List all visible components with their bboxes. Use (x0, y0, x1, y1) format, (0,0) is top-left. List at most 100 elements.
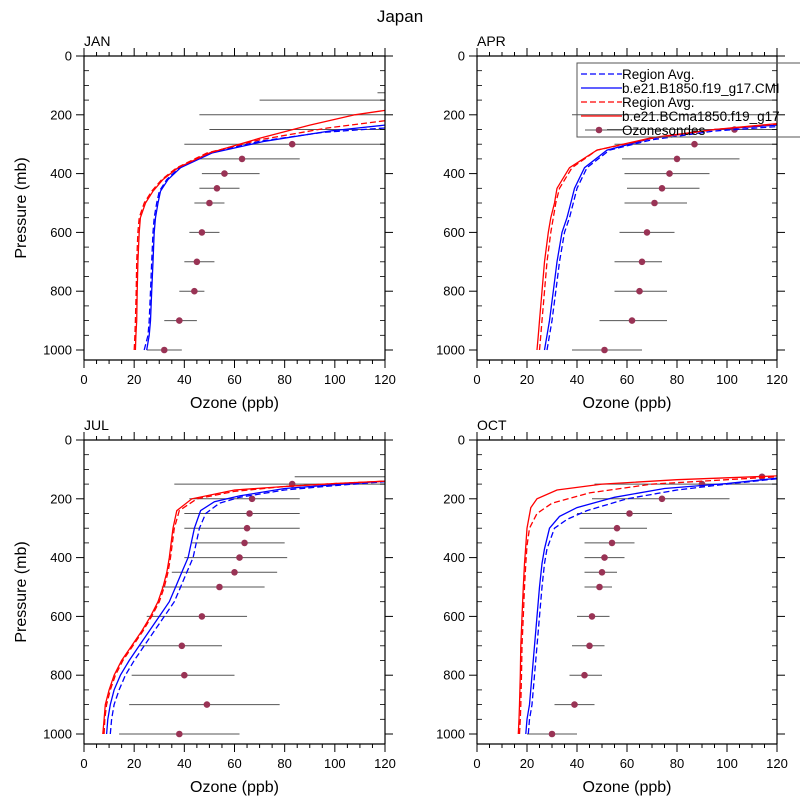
sonde-marker (206, 199, 213, 207)
sonde-marker (176, 730, 183, 738)
sonde-marker (658, 495, 666, 503)
x-tick-label: 40 (177, 756, 191, 771)
sonde-marker (248, 495, 256, 503)
panel-title: OCT (477, 417, 507, 433)
series-line-dashed (546, 125, 777, 351)
x-tick-label: 120 (766, 756, 788, 771)
legend-box (576, 62, 800, 138)
y-tick-label: 1000 (436, 343, 465, 358)
series-line-dashed (527, 478, 777, 735)
x-tick-label: 0 (80, 756, 87, 771)
sonde-marker (651, 199, 658, 207)
x-axis-label: Ozone (ppb) (190, 395, 279, 412)
legend-marker (595, 126, 603, 134)
y-tick-label: 800 (50, 284, 72, 299)
y-tick-label: 400 (50, 550, 72, 565)
sonde-marker (658, 185, 666, 192)
x-axis-label: Ozone (ppb) (190, 779, 279, 796)
legend-label: Region Avg. (622, 67, 695, 82)
sonde-marker (588, 613, 596, 620)
series-line (134, 109, 385, 351)
sonde-marker (191, 287, 198, 295)
sonde-marker (231, 569, 238, 576)
series-group (536, 122, 777, 351)
x-tick-label: 100 (324, 372, 346, 387)
sonde-marker (178, 642, 186, 650)
sonde-marker (198, 613, 206, 620)
panel-title: JUL (84, 417, 109, 433)
sonde-marker (198, 229, 206, 236)
x-tick-label: 120 (766, 372, 788, 387)
sonde-marker (203, 701, 211, 708)
panel-jul: 0 20 40 60 80 100 120 0 200 400 600 800 1000 JUL Ozone… (13, 417, 396, 796)
legend: Region Avg.b.e21.B1850.f19_g17.CMIRegion… (576, 62, 800, 138)
x-tick-label: 20 (127, 756, 141, 771)
y-tick-label: 0 (458, 433, 465, 448)
y-tick-label: 0 (65, 49, 72, 64)
y-tick-label: 600 (50, 225, 72, 240)
y-tick-label: 600 (443, 609, 465, 624)
series-line (517, 475, 777, 735)
y-tick-label: 800 (50, 668, 72, 683)
sonde-marker (638, 258, 646, 266)
y-tick-label: 400 (443, 550, 465, 565)
x-axis-label: Ozone (ppb) (583, 779, 672, 796)
series-group (102, 480, 385, 735)
x-tick-label: 20 (127, 372, 141, 387)
x-tick-label: 20 (520, 372, 534, 387)
sonde-marker (666, 170, 673, 177)
y-tick-label: 1000 (436, 727, 465, 742)
sonde-marker (221, 170, 228, 177)
y-tick-label: 0 (65, 433, 72, 448)
panel-oct: 0 20 40 60 80 100 120 0 200 400 600 800 1000 OCT Ozone… (436, 417, 788, 796)
sonde-marker (238, 155, 246, 163)
legend-label: Ozonesondes (622, 123, 706, 138)
x-tick-label: 0 (473, 756, 480, 771)
x-tick-label: 60 (620, 756, 634, 771)
y-tick-label: 800 (443, 284, 465, 299)
x-tick-label: 20 (520, 756, 534, 771)
y-tick-label: 200 (50, 491, 72, 506)
sonde-marker (601, 346, 608, 354)
panel-title: APR (477, 33, 506, 49)
y-tick-label: 200 (443, 491, 465, 506)
series-line-dashed (133, 120, 385, 351)
x-tick-label: 80 (670, 372, 684, 387)
x-tick-label: 40 (570, 756, 584, 771)
series-group (133, 109, 385, 351)
x-axis-label: Ozone (ppb) (583, 395, 672, 412)
sonde-marker (213, 185, 221, 192)
series-group (517, 475, 777, 735)
sonde-marker (216, 583, 223, 591)
y-tick-label: 800 (443, 668, 465, 683)
sonde-marker (193, 258, 201, 266)
sonde-marker (548, 730, 556, 738)
series-line-dashed (103, 480, 385, 735)
x-tick-label: 0 (473, 372, 480, 387)
observations (146, 92, 385, 354)
observations (527, 473, 777, 738)
x-tick-label: 40 (177, 372, 191, 387)
x-tick-label: 80 (277, 756, 291, 771)
y-axis-label: Pressure (mb) (13, 157, 30, 258)
panels: 0 20 40 60 80 100 12002004006008001000JANOzone… (13, 33, 800, 796)
sonde-marker (241, 539, 248, 547)
series-line-dashed (109, 481, 385, 735)
observations (119, 476, 385, 738)
sonde-marker (643, 229, 651, 236)
sonde-marker (236, 554, 243, 561)
x-tick-label: 100 (716, 756, 738, 771)
sonde-marker (243, 524, 251, 532)
series-line (146, 124, 385, 351)
sonde-marker (586, 642, 593, 650)
sonde-marker (626, 510, 633, 517)
sonde-marker (246, 510, 253, 517)
series-line-dashed (518, 476, 777, 735)
x-tick-label: 60 (227, 372, 241, 387)
panel-title: JAN (84, 33, 110, 49)
sonde-marker (628, 317, 636, 324)
y-axis-label: Pressure (mb) (13, 541, 30, 642)
x-tick-label: 60 (620, 372, 634, 387)
legend-label: b.e21.BCma1850.f19_g17 (622, 109, 780, 124)
